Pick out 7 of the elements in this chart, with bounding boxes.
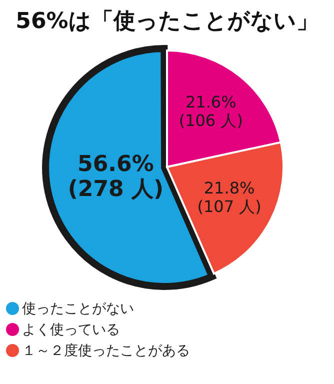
chart-title: 56%は「使ったことがない」 (14, 8, 320, 36)
data-label: 21.6% (106 人) (178, 92, 243, 130)
legend-label: １～２度使ったことがある (22, 342, 190, 360)
legend-label: 使ったことがない (22, 300, 134, 318)
legend-label: よく使っている (22, 320, 120, 338)
data-label: 56.6% (278 人) (68, 152, 164, 202)
data-label: 21.8% (107 人) (197, 178, 262, 216)
